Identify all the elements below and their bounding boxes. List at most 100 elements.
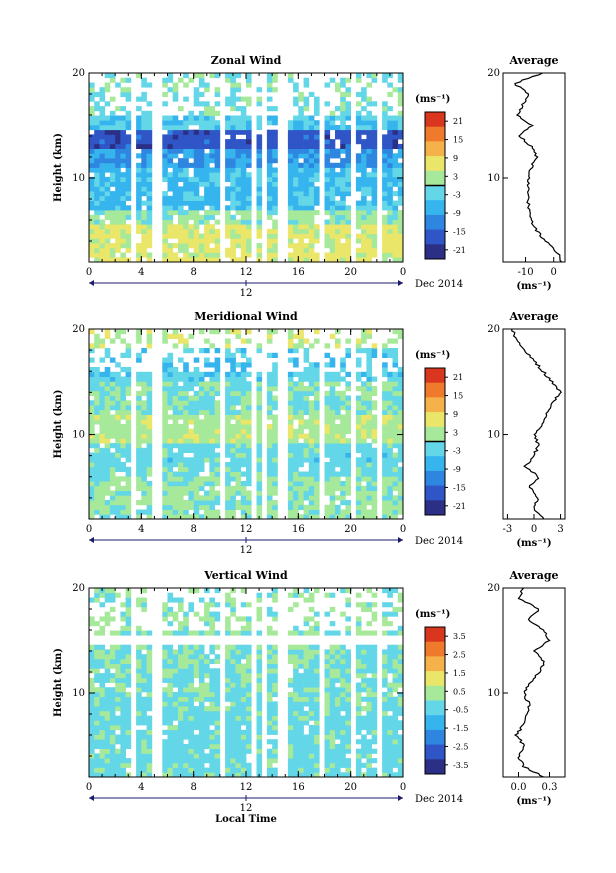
heatmap-cell [172, 682, 179, 688]
heatmap-cell [335, 495, 341, 501]
heatmap-cell [120, 509, 126, 515]
heatmap-cell [392, 386, 399, 392]
heatmap-cell [115, 772, 121, 778]
heatmap-cell [329, 677, 336, 683]
heatmap-cell [104, 400, 111, 406]
heatmap-cell [256, 443, 263, 449]
heatmap-cell [293, 692, 299, 698]
heatmap-cell [371, 457, 378, 463]
heatmap-cell [136, 748, 142, 754]
heatmap-cell [382, 611, 388, 617]
heatmap-cell [136, 625, 142, 631]
heatmap-cell [214, 500, 221, 506]
heatmap-cell [392, 743, 399, 749]
heatmap-cell [235, 762, 242, 768]
heatmap-cell [115, 677, 121, 683]
heatmap-cell [314, 195, 320, 201]
heatmap-cell [198, 649, 205, 655]
heatmap-cell [99, 252, 106, 258]
heatmap-cell [120, 748, 126, 754]
heatmap-cell [225, 696, 231, 702]
heatmap-cell [293, 252, 299, 258]
heatmap-cell [371, 644, 378, 650]
heatmap-cell [198, 710, 205, 716]
heatmap-cell [104, 181, 111, 187]
heatmap-cell [136, 395, 142, 401]
heatmap-cell [99, 395, 106, 401]
heatmap-cell [136, 162, 142, 168]
heatmap-cell [293, 200, 299, 206]
heatmap-cell [397, 692, 404, 698]
heatmap-cell [204, 162, 210, 168]
heatmap-cell [355, 205, 362, 211]
heatmap-cell [178, 654, 184, 660]
heatmap-cell [141, 495, 147, 501]
heatmap-cell [303, 452, 310, 458]
heatmap-cell [89, 343, 95, 349]
heatmap-cell [109, 692, 116, 698]
heatmap-cell [387, 602, 393, 608]
heatmap-cell [136, 210, 142, 216]
heatmap-cell [89, 720, 95, 726]
heatmap-cell [387, 658, 393, 664]
heatmap-cell [256, 195, 263, 201]
heatmap-cell [120, 682, 126, 688]
heatmap-cell [146, 668, 153, 674]
heatmap-cell [204, 139, 210, 145]
heatmap-cell [89, 195, 95, 201]
heatmap-cell [209, 447, 215, 453]
heatmap-cell [172, 134, 179, 140]
heatmap-cell [104, 348, 111, 354]
heatmap-cell [235, 649, 242, 655]
heatmap-cell [361, 228, 367, 234]
heatmap-cell [329, 428, 336, 434]
heatmap-cell [204, 181, 210, 187]
x-tick-label: 12 [240, 782, 253, 793]
heatmap-cell [340, 457, 346, 463]
heatmap-cell [172, 162, 179, 168]
heatmap-cell [303, 77, 310, 83]
heatmap-cell [329, 772, 336, 778]
heatmap-cell [99, 172, 106, 178]
x-tick-label: 8 [190, 267, 196, 278]
heatmap-cell [214, 743, 221, 749]
heatmap-cell [324, 414, 331, 420]
heatmap-cell [230, 682, 236, 688]
heatmap-cell [371, 424, 378, 430]
heatmap-cell [382, 390, 388, 396]
heatmap-cell [293, 654, 299, 660]
heatmap-cell [136, 400, 142, 406]
heatmap-cell [240, 481, 247, 487]
heatmap-cell [293, 720, 299, 726]
heatmap-cell [293, 438, 299, 444]
heatmap-cell [240, 228, 247, 234]
heatmap-cell [230, 668, 236, 674]
heatmap-cell [99, 687, 106, 693]
heatmap-cell [136, 409, 142, 415]
heatmap-cell [183, 134, 189, 140]
heatmap-cell [198, 701, 205, 707]
heatmap-cell [162, 243, 168, 249]
heatmap-cell [209, 238, 215, 244]
heatmap-cell [256, 158, 263, 164]
heatmap-cell [188, 644, 194, 650]
heatmap-cell [382, 428, 388, 434]
heatmap-cell [235, 87, 242, 93]
heatmap-cell [146, 500, 153, 506]
heatmap-cell [371, 748, 378, 754]
heatmap-cell [193, 706, 200, 712]
heatmap-cell [345, 692, 351, 698]
heatmap-cell [266, 692, 273, 698]
heatmap-cell [183, 457, 189, 463]
heatmap-cell [136, 224, 142, 230]
heatmap-cell [214, 514, 221, 520]
heatmap-cell [204, 433, 210, 439]
heatmap-cell [361, 433, 367, 439]
colorbar-tick-label: 15 [453, 392, 463, 401]
heatmap-cell [329, 395, 336, 401]
heatmap-cell [392, 438, 399, 444]
heatmap-cell [141, 720, 147, 726]
heatmap-cell [178, 734, 184, 740]
heatmap-cell [104, 405, 111, 411]
heatmap-cell [104, 452, 111, 458]
